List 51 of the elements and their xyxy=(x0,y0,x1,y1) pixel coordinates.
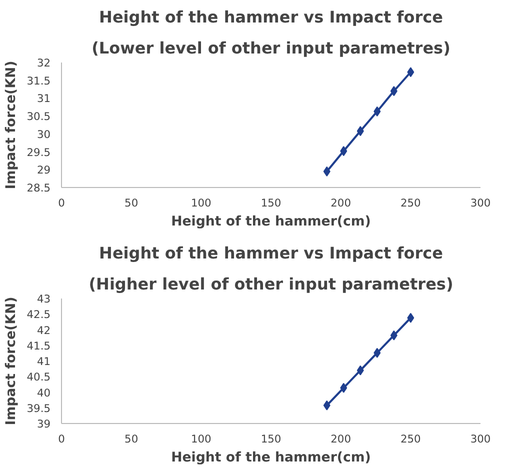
x-tick-label: 150 xyxy=(260,432,282,446)
point xyxy=(374,348,381,358)
chart-title: Height of the hammer vs Impact force xyxy=(99,8,444,26)
x-tick-label: 0 xyxy=(58,432,66,446)
x-tick-label: 50 xyxy=(124,432,138,446)
y-tick-label: 43 xyxy=(36,292,51,306)
y-tick-label: 30 xyxy=(36,128,51,141)
x-axis-title: Height of the hammer(cm) xyxy=(171,450,371,466)
point xyxy=(407,312,414,323)
x-tick-label: 300 xyxy=(470,196,491,210)
chart-subtitle: (Higher level of other input parametres) xyxy=(88,274,454,294)
x-tick-label: 250 xyxy=(400,432,422,446)
point xyxy=(374,106,381,116)
y-tick-label: 31 xyxy=(36,92,51,106)
point xyxy=(340,382,348,393)
x-tick-label: 300 xyxy=(470,432,491,446)
x-tick-label: 200 xyxy=(330,196,352,210)
point xyxy=(390,86,398,96)
x-tick-label: 150 xyxy=(260,196,282,210)
y-tick-label: 31.5 xyxy=(26,74,51,88)
point xyxy=(356,365,364,376)
y-tick-label: 32 xyxy=(36,56,51,70)
point xyxy=(356,126,364,136)
point xyxy=(323,400,330,410)
x-tick-label: 0 xyxy=(58,196,66,210)
y-tick-label: 30.5 xyxy=(26,110,51,124)
y-tick-label: 40.5 xyxy=(26,370,51,384)
y-tick-label: 39.5 xyxy=(26,402,51,415)
x-tick-label: 100 xyxy=(190,196,212,210)
chart-subtitle: (Lower level of other input parametres) xyxy=(92,38,450,58)
y-tick-label: 42 xyxy=(36,324,51,337)
y-tick-label: 29.5 xyxy=(26,146,51,159)
x-tick-label: 200 xyxy=(330,432,352,446)
x-axis-title: Height of the hammer(cm) xyxy=(171,214,371,230)
point xyxy=(390,330,398,340)
x-tick-label: 250 xyxy=(400,196,422,210)
y-tick-label: 40 xyxy=(36,386,51,400)
y-tick-label: 29 xyxy=(36,164,51,177)
chart-title: Height of the hammer vs Impact force xyxy=(99,244,444,262)
x-tick-label: 50 xyxy=(124,196,138,210)
point xyxy=(340,146,348,156)
point xyxy=(407,67,414,78)
y-tick-label: 28.5 xyxy=(26,182,51,194)
y-tick-label: 41 xyxy=(36,355,51,368)
y-tick-label: 42.5 xyxy=(26,308,51,322)
y-axis-title: Impact force(KN) xyxy=(4,60,19,190)
point xyxy=(323,166,330,176)
y-axis-title: Impact force(KN) xyxy=(4,296,19,426)
x-tick-label: 100 xyxy=(190,432,212,446)
y-tick-label: 39 xyxy=(36,418,51,430)
y-tick-label: 41.5 xyxy=(26,339,51,352)
